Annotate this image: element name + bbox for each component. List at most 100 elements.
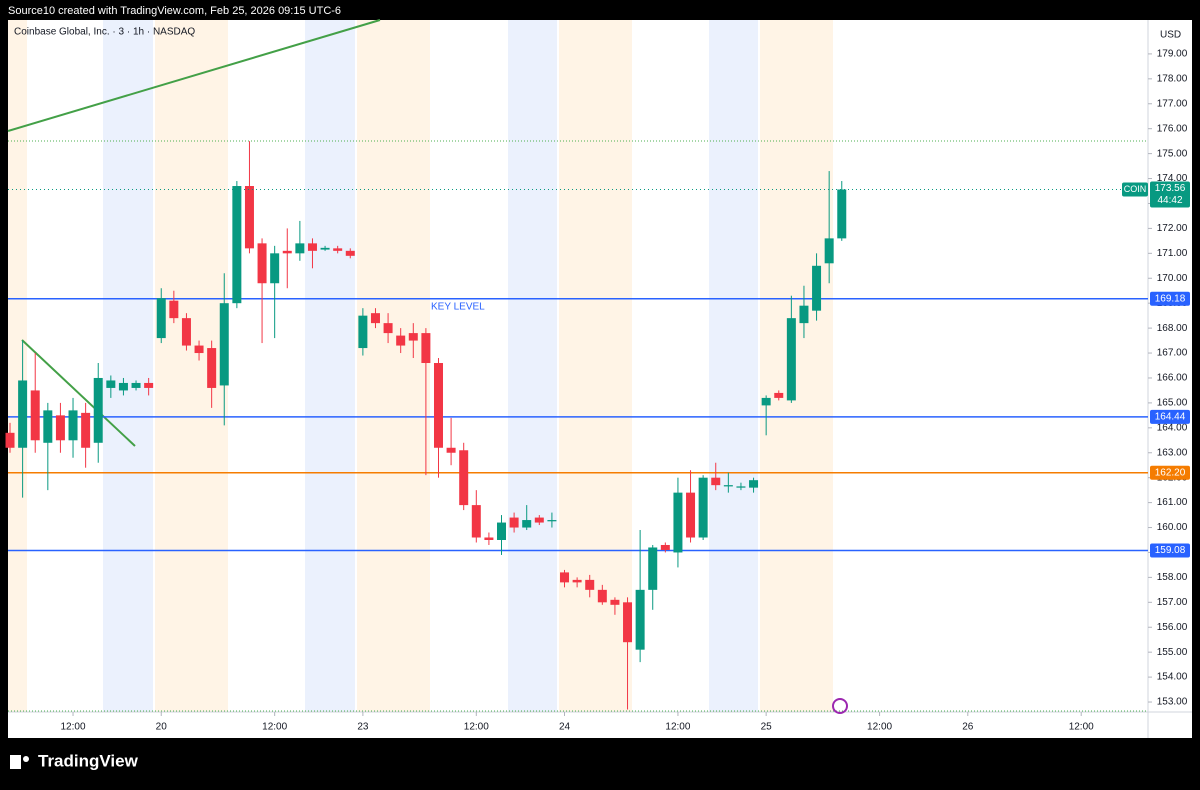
x-tick-label: 12:00 (61, 722, 86, 733)
y-tick-label: 170.00 (1157, 273, 1188, 284)
candle-body (18, 380, 28, 448)
trend-line (7, 19, 381, 132)
candle-body (572, 579, 582, 583)
candle-body (43, 410, 53, 443)
candle-body (219, 303, 229, 386)
annotation: KEY LEVEL (431, 302, 485, 313)
candle-body (333, 248, 343, 251)
x-tick-label: 12:00 (464, 722, 489, 733)
symbol-tag (1122, 182, 1148, 197)
logo-mark (23, 756, 29, 762)
x-tick-label: 25 (761, 722, 773, 733)
candle-body (812, 265, 822, 311)
candle-body (623, 602, 633, 643)
candle-body (144, 382, 154, 388)
candle-body (345, 250, 355, 256)
y-tick-label: 172.00 (1157, 223, 1188, 234)
candle-body (711, 477, 721, 486)
y-tick-label: 165.00 (1157, 398, 1188, 409)
y-tick-label: 160.00 (1157, 522, 1188, 533)
y-tick-label: 178.00 (1157, 73, 1188, 84)
symbol-label: COIN (1124, 184, 1147, 194)
candle-body (106, 380, 116, 388)
plot: 153.00 154.00 155.00 156.00 157.00 158.00 159.… (5, 49, 1190, 733)
session-pre (305, 20, 355, 712)
candle-body (547, 520, 557, 522)
candle-body (522, 520, 532, 528)
session-pre (709, 20, 758, 712)
attribution: Source10 created with TradingView.com, F… (8, 5, 341, 17)
candle-body (673, 492, 683, 553)
trend-line (21, 339, 136, 447)
x-tick-label: 12:00 (1069, 722, 1094, 733)
candle-body (270, 253, 280, 284)
level-tag (1150, 465, 1190, 480)
x-tick-label: 24 (559, 722, 571, 733)
candle-body (534, 517, 544, 523)
candle-body (774, 392, 784, 398)
candle-body (660, 544, 670, 550)
y-tick-label: 164.00 (1157, 422, 1188, 433)
candle-body (232, 186, 242, 304)
candle-body (786, 318, 796, 401)
y-tick-label: 163.00 (1157, 447, 1188, 458)
candle-body (686, 492, 696, 538)
candle-body (383, 323, 393, 334)
y-tick-label: 171.00 (1157, 248, 1188, 259)
candle-body (257, 243, 267, 284)
x-tick-label: 26 (962, 722, 974, 733)
y-tick-label: 168.00 (1157, 323, 1188, 334)
icon (832, 698, 848, 714)
y-tick-label: 154.00 (1157, 672, 1188, 683)
session-after (559, 20, 632, 712)
y-tick-label: 174.00 (1157, 173, 1188, 184)
x-tick-label: 23 (357, 722, 369, 733)
candle-body (194, 345, 204, 354)
candle-body (295, 243, 305, 254)
level-tag (1150, 409, 1190, 424)
level-label: 162.20 (1155, 467, 1186, 478)
candle-body (30, 390, 40, 441)
candle-body (635, 589, 645, 650)
x-tick-label: 12:00 (262, 722, 287, 733)
footer-bar (0, 740, 1200, 785)
session-pre (103, 20, 153, 712)
currency: USD (1160, 30, 1181, 41)
candle-body (446, 447, 456, 453)
candle-body (5, 432, 15, 448)
level-tag (1150, 291, 1190, 306)
y-tick-label: 179.00 (1157, 49, 1188, 60)
y-tick-label: 161.00 (1157, 497, 1188, 508)
candle-body (799, 305, 809, 324)
level-label: 159.08 (1155, 545, 1186, 556)
y-tick-label: 166.00 (1157, 373, 1188, 384)
candle-body (597, 589, 607, 603)
candle-body (497, 522, 507, 540)
candle-body (320, 247, 330, 250)
y-tick-label: 158.00 (1157, 572, 1188, 583)
candle-body (723, 485, 733, 487)
logo-mark (10, 755, 21, 769)
candle-body (396, 335, 406, 346)
level-label: 169.18 (1155, 293, 1186, 304)
last-price-tag (1150, 181, 1190, 208)
candle-body (484, 537, 494, 540)
candle-body (610, 599, 620, 605)
candle-body (282, 250, 292, 254)
candle-body (837, 189, 847, 239)
candle-body (749, 480, 759, 488)
session-after (155, 20, 228, 712)
x-tick-label: 12:00 (867, 722, 892, 733)
candle-body (55, 415, 65, 441)
y-tick-label: 176.00 (1157, 123, 1188, 134)
candle-body (408, 333, 418, 341)
level-tag (1150, 543, 1190, 558)
last-price-label: 173.56 (1155, 183, 1186, 194)
y-tick-label: 175.00 (1157, 148, 1188, 159)
session-pre (508, 20, 557, 712)
candle-body (421, 333, 431, 364)
candle-body (585, 579, 595, 590)
chart-title: Coinbase Global, Inc. · 3 · 1h · NASDAQ (14, 27, 195, 38)
